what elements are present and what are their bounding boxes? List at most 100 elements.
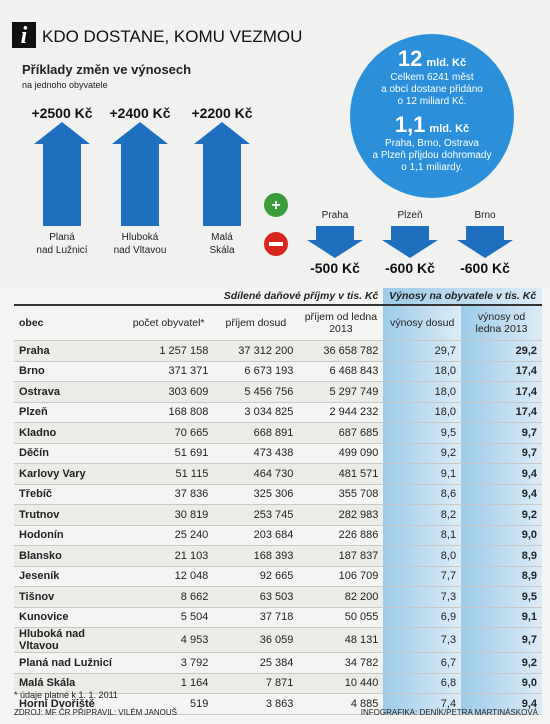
circle-headline: 1,1 mld. Kč <box>395 112 469 137</box>
table-cell: Kunovice <box>14 607 124 628</box>
table-cell: Horní Dvořiště <box>14 693 124 715</box>
table-cell: 51 691 <box>123 443 214 464</box>
loss-arrow <box>457 226 513 258</box>
table-cell: 8,0 <box>383 545 462 567</box>
table-cell: 9,1 <box>461 607 542 628</box>
circle-text: Praha, Brno, Ostrava <box>385 138 479 149</box>
table-cell: 226 886 <box>298 525 384 546</box>
table-cell: 3 863 <box>213 693 299 715</box>
circle-text: a obcí dostane přidáno <box>381 84 483 95</box>
source: ZDROJ: MF ČR PŘIPRAVIL: VILÉM JANOUŠ <box>14 708 177 717</box>
table-cell: 18,0 <box>383 402 462 423</box>
group-header: Výnosy na obyvatele v tis. Kč <box>383 288 542 306</box>
table-cell: 9,4 <box>461 484 542 505</box>
table-cell: 9,4 <box>461 693 542 715</box>
table-cell: Planá nad Lužnicí <box>14 652 124 674</box>
table-cell: 8 662 <box>123 586 214 608</box>
table-cell: 7 871 <box>213 673 299 694</box>
column-header: obec <box>14 305 124 341</box>
table-cell: 371 371 <box>123 361 214 382</box>
table-cell: 9,7 <box>461 422 542 444</box>
table-row: Malá Skála 1 164 7 871 10 440 6,8 9,0 <box>14 673 542 694</box>
table-cell: 6,7 <box>383 652 462 674</box>
infographic-top: i KDO DOSTANE, KOMU VEZMOU Příklady změn… <box>0 0 550 288</box>
table-cell: 82 200 <box>298 586 384 608</box>
table-cell: 168 393 <box>213 545 299 567</box>
table-cell: 519 <box>123 693 214 715</box>
table-cell: 48 131 <box>298 627 384 653</box>
table-cell: Ostrava <box>14 381 124 403</box>
icon-box <box>12 22 36 48</box>
table-cell: 9,5 <box>461 586 542 608</box>
table-cell: 37 312 200 <box>213 340 299 362</box>
table-row: Tišnov 8 662 63 503 82 200 7,3 9,5 <box>14 586 542 608</box>
table-row: Třebíč 37 836 325 306 355 708 8,6 9,4 <box>14 484 542 505</box>
table-cell: 9,0 <box>461 673 542 694</box>
gain-label: nad Vltavou <box>114 245 167 256</box>
table-cell: 50 055 <box>298 607 384 628</box>
gain-arrow <box>194 122 250 226</box>
table-cell: 106 709 <box>298 566 384 587</box>
table-cell: 203 684 <box>213 525 299 546</box>
plus-icon <box>264 193 288 217</box>
plus-sign: + <box>271 197 280 214</box>
table-cell: Děčín <box>14 443 124 464</box>
table-cell: 25 384 <box>213 652 299 674</box>
table-row: Plzeň 168 808 3 034 825 2 944 232 18,0 17,4 <box>14 402 542 423</box>
table-cell: 8,1 <box>383 525 462 546</box>
table-cell: 2 944 232 <box>298 402 384 423</box>
column-header: příjem dosud <box>213 305 299 341</box>
loss-value: -500 Kč <box>310 260 360 276</box>
table-cell: 51 115 <box>123 463 214 485</box>
table-row: Jeseník 12 048 92 665 106 709 7,7 8,9 <box>14 566 542 587</box>
table-row: Děčín 51 691 473 438 499 090 9,2 9,7 <box>14 443 542 464</box>
table-cell: 1 257 158 <box>123 340 214 362</box>
table-cell: 168 808 <box>123 402 214 423</box>
footnote: * údaje platné k 1. 1. 2011 <box>14 690 118 700</box>
table-cell: 6 673 193 <box>213 361 299 382</box>
table-cell: Hodonín <box>14 525 124 546</box>
gain-value: +2400 Kč <box>109 105 170 121</box>
minus-sign <box>269 242 283 246</box>
table-cell: 9,7 <box>461 627 542 653</box>
table-cell: 668 891 <box>213 422 299 444</box>
table-cell: Hluboká nad Vltavou <box>14 627 124 653</box>
table-row: Brno 371 371 6 673 193 6 468 843 18,0 17,4 <box>14 361 542 382</box>
table-cell: 473 438 <box>213 443 299 464</box>
table-cell: 5 456 756 <box>213 381 299 403</box>
gain-arrow <box>34 122 90 226</box>
table-cell: 9,2 <box>383 443 462 464</box>
circle-unit: mld. Kč <box>429 123 469 135</box>
table-cell: 92 665 <box>213 566 299 587</box>
column-header: výnosy od ledna 2013 <box>461 305 542 341</box>
circle-text: a Plzeň přijdou dohromady <box>373 150 492 161</box>
gain-value: +2200 Kč <box>191 105 252 121</box>
table-cell: Kladno <box>14 422 124 444</box>
table-cell: 17,4 <box>461 402 542 423</box>
table-row: Horní Dvořiště 519 3 863 4 885 7,4 9,4 <box>14 693 542 715</box>
table-cell: 37 836 <box>123 484 214 505</box>
table-cell: 4 885 <box>298 693 384 715</box>
circle-headline: 12 mld. Kč <box>398 46 466 71</box>
table-cell: Trutnov <box>14 504 124 526</box>
table-cell: Plzeň <box>14 402 124 423</box>
table-row: Planá nad Lužnicí 3 792 25 384 34 782 6,7 9,2 <box>14 652 542 674</box>
table-cell: 9,4 <box>461 463 542 485</box>
table-row: Hodonín 25 240 203 684 226 886 8,1 9,0 <box>14 525 542 546</box>
circle-big: 12 <box>398 46 422 71</box>
table-row: Hluboká nad Vltavou 4 953 36 059 48 131 7,3 9… <box>14 627 542 653</box>
circle-unit: mld. Kč <box>426 57 466 69</box>
table-cell: 34 782 <box>298 652 384 674</box>
table-cell: Karlovy Vary <box>14 463 124 485</box>
table-cell: 18,0 <box>383 381 462 403</box>
gain-label: Hluboká <box>122 232 159 243</box>
loss-arrow <box>382 226 438 258</box>
table-cell: 1 164 <box>123 673 214 694</box>
table-cell: 303 609 <box>123 381 214 403</box>
circle-big: 1,1 <box>395 112 426 137</box>
table-cell: 4 953 <box>123 627 214 653</box>
table-cell: 5 297 749 <box>298 381 384 403</box>
table-cell: 5 504 <box>123 607 214 628</box>
credit: INFOGRAFIKA: DENÍK/PETRA MARTINÁSKOVÁ <box>360 708 538 717</box>
